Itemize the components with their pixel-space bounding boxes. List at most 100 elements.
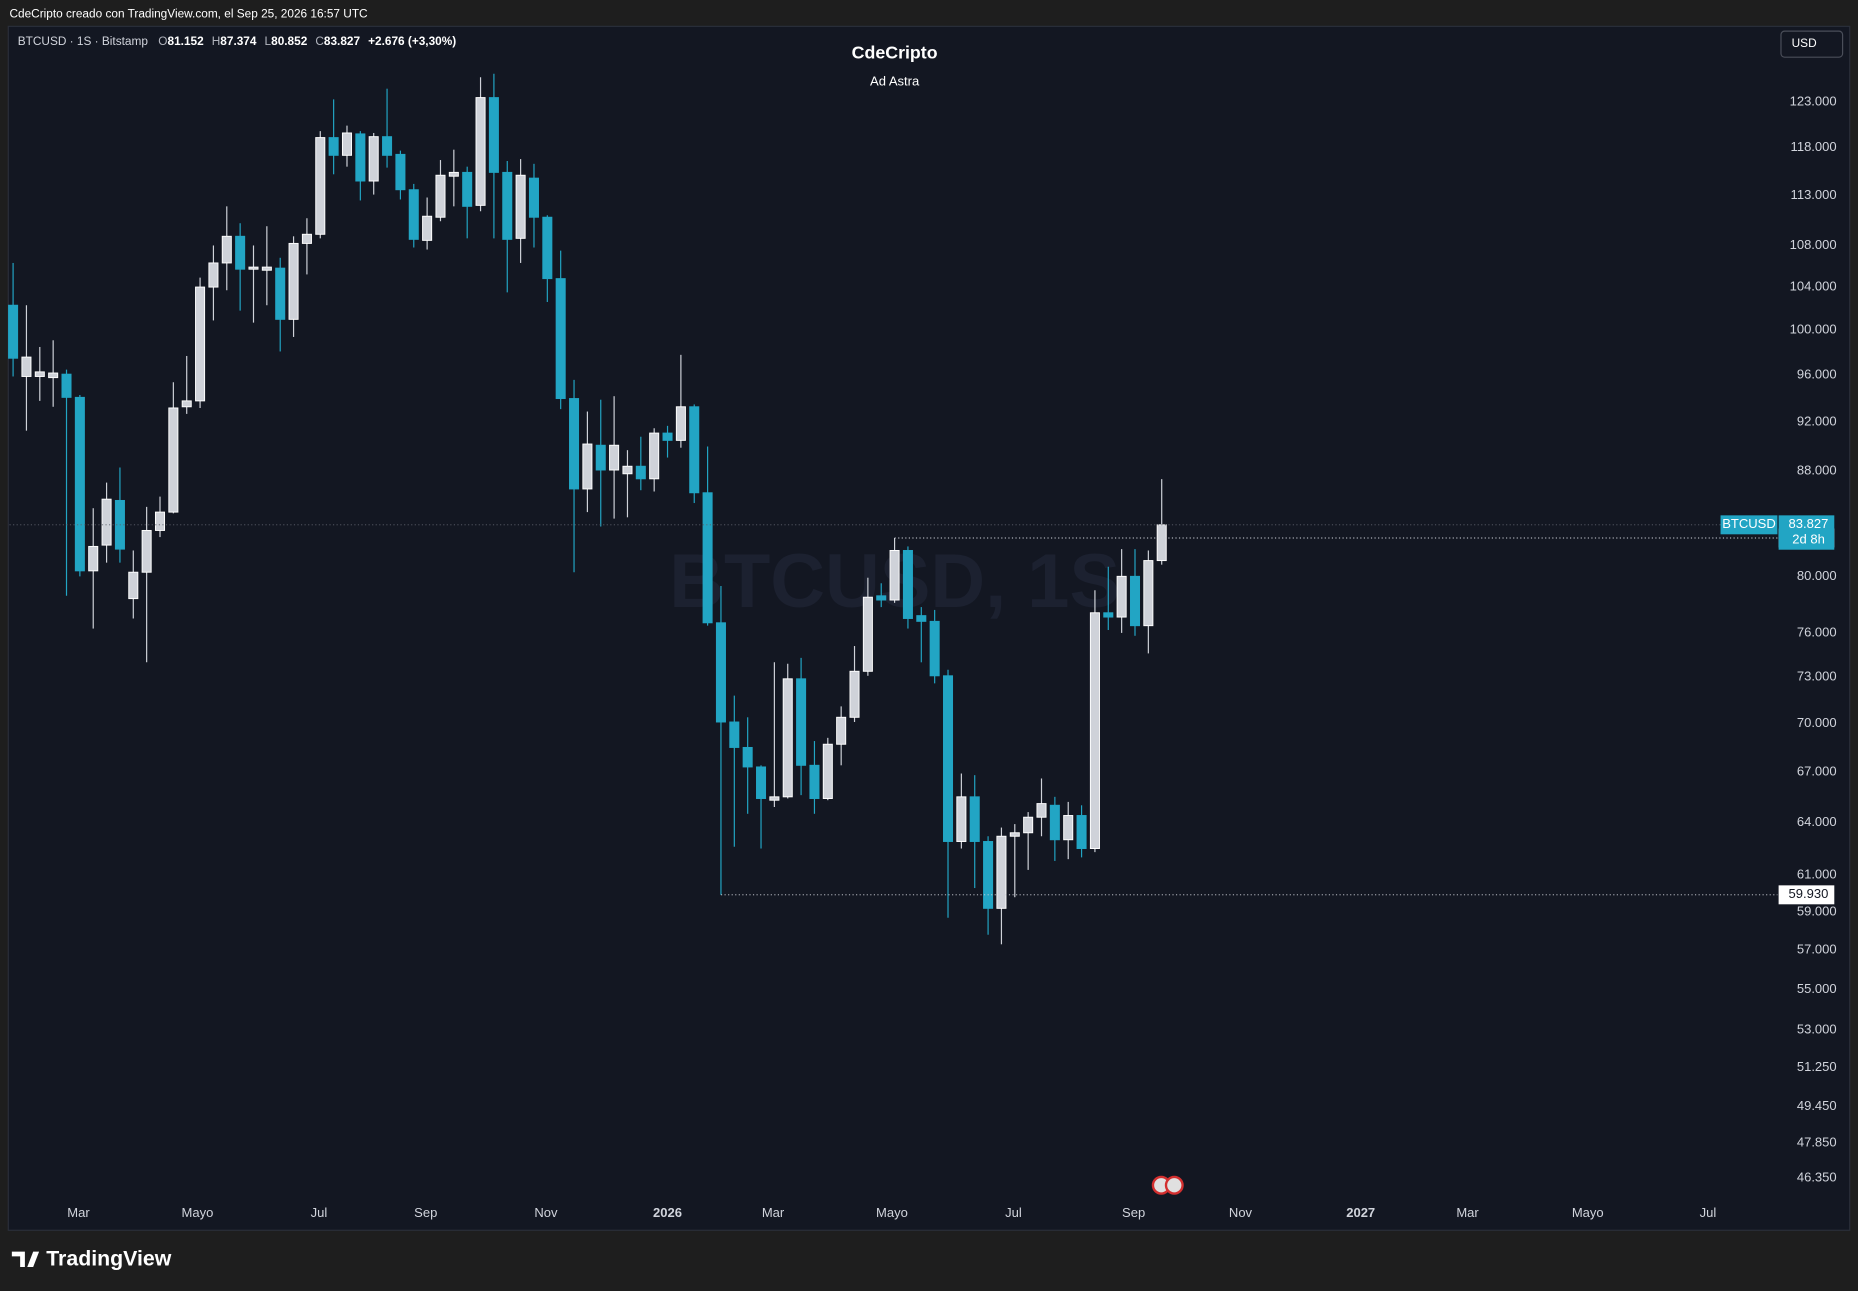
- y-tick-label: 88.000: [1797, 463, 1837, 478]
- x-tick-label: Sep: [1122, 1205, 1145, 1220]
- candle-body: [876, 595, 887, 601]
- candle-body: [1009, 832, 1020, 837]
- y-tick-label: 51.250: [1797, 1059, 1837, 1074]
- candle-body: [528, 177, 539, 218]
- candle-body: [1129, 575, 1141, 627]
- event-flag[interactable]: [1164, 1175, 1184, 1195]
- y-tick-label: 118.000: [1791, 139, 1837, 154]
- candle-body: [515, 174, 526, 239]
- candle-body: [675, 406, 686, 441]
- caption: CdeCripto creado con TradingView.com, el…: [9, 7, 368, 21]
- candle-body: [729, 721, 740, 748]
- candle-body: [422, 215, 433, 241]
- candle-body: [1076, 815, 1087, 850]
- x-tick-label: 2027: [1346, 1205, 1375, 1220]
- candle-body: [689, 406, 700, 494]
- candle-body: [649, 432, 660, 480]
- candle-body: [48, 372, 59, 379]
- legend-value: 81.152: [168, 34, 205, 48]
- candle-body: [916, 615, 927, 622]
- y-tick-label: 64.000: [1797, 814, 1837, 829]
- currency[interactable]: USD: [1792, 36, 1817, 50]
- legend-value: 80.852: [271, 34, 308, 48]
- candle-body: [208, 262, 219, 288]
- candle-body: [782, 678, 793, 798]
- brand-logo: [11, 1251, 40, 1268]
- change: +2.676 (+3,30%): [368, 34, 456, 48]
- candle-body: [1156, 524, 1167, 562]
- candle-body: [809, 764, 820, 799]
- x-tick-label: Jul: [1005, 1205, 1022, 1220]
- y-tick-label: 113.000: [1791, 187, 1837, 202]
- candle-body: [1023, 816, 1034, 834]
- candle-body: [1116, 575, 1127, 618]
- candle-body: [542, 216, 553, 280]
- candle-body: [341, 132, 353, 156]
- candle-body: [74, 396, 85, 572]
- y-tick-label: 73.000: [1797, 669, 1837, 684]
- candle-body: [261, 266, 272, 271]
- y-tick-label: 108.000: [1790, 237, 1837, 252]
- candle-body: [836, 716, 847, 745]
- candle-body: [555, 278, 566, 400]
- candle-body: [1103, 612, 1114, 618]
- candle-body: [382, 136, 393, 156]
- currency-button[interactable]: [1780, 30, 1844, 58]
- candle-body: [368, 136, 379, 182]
- candle-body: [956, 796, 967, 842]
- level-label: 59.930: [1789, 886, 1829, 901]
- countdown: 2d 8h: [1792, 532, 1825, 547]
- candle-body: [154, 511, 166, 531]
- candle-body: [488, 97, 499, 173]
- candle-body: [756, 766, 767, 799]
- candle-body: [128, 571, 139, 600]
- level-label-box: [1778, 885, 1835, 905]
- candle-body: [288, 242, 299, 320]
- candle-body: [315, 137, 326, 235]
- candle-body: [1049, 804, 1060, 841]
- candle-body: [1036, 803, 1047, 818]
- candle-body: [88, 545, 99, 572]
- candle-body: [395, 153, 406, 191]
- chart-subtitle: Ad Astra: [870, 73, 920, 88]
- y-tick-label: 59.000: [1797, 904, 1837, 919]
- x-tick-label: Sep: [414, 1205, 437, 1220]
- candle-body: [742, 746, 753, 768]
- candle-body: [435, 174, 446, 218]
- candle-body: [569, 398, 580, 490]
- y-tick-label: 57.000: [1797, 942, 1837, 957]
- candle-body: [355, 133, 366, 182]
- candle-body: [983, 841, 994, 909]
- candle-body: [1089, 612, 1100, 850]
- y-tick-label: 47.850: [1797, 1134, 1837, 1149]
- x-tick-label: Mar: [1456, 1205, 1479, 1220]
- candle-body: [662, 432, 673, 441]
- y-tick-label: 46.350: [1797, 1170, 1837, 1185]
- x-tick-label: Mayo: [876, 1205, 908, 1220]
- candle-body: [34, 371, 45, 377]
- legend-key: L: [265, 34, 272, 48]
- candle-body: [862, 596, 873, 672]
- y-tick-label: 104.000: [1790, 279, 1837, 294]
- candle-body: [796, 678, 807, 766]
- candle-body: [1063, 815, 1074, 841]
- candle-body: [929, 620, 940, 677]
- y-tick-label: 96.000: [1797, 367, 1837, 382]
- y-tick-label: 80.000: [1797, 568, 1837, 583]
- legend-key: H: [212, 34, 221, 48]
- candle-body: [408, 189, 419, 240]
- x-tick-label: Mar: [762, 1205, 785, 1220]
- logo-mark: [11, 1251, 40, 1268]
- candle-body: [609, 444, 620, 471]
- candle-body: [448, 171, 459, 177]
- legend-key: C: [315, 34, 324, 48]
- x-tick-label: Nov: [534, 1205, 558, 1220]
- candle-body: [702, 492, 713, 624]
- candle-body: [8, 304, 19, 359]
- x-tick-label: Mar: [67, 1205, 90, 1220]
- chart-background: [7, 25, 1851, 1231]
- y-tick-label: 92.000: [1797, 414, 1837, 429]
- candle-body: [248, 266, 259, 270]
- y-tick-label: 76.000: [1797, 624, 1837, 639]
